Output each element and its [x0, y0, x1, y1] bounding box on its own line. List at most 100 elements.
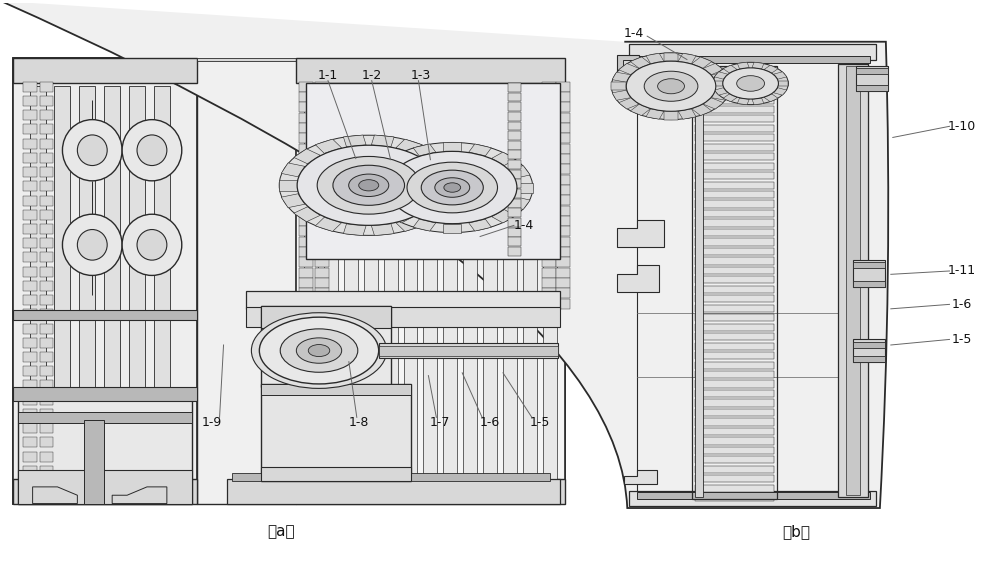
Bar [23, 309, 37, 319]
Bar [296, 478, 565, 504]
Bar [40, 196, 53, 206]
Polygon shape [619, 64, 639, 75]
Polygon shape [711, 90, 730, 100]
Bar [315, 299, 329, 309]
Bar [542, 226, 556, 237]
Bar [508, 179, 521, 188]
Polygon shape [433, 163, 456, 177]
Bar [299, 123, 313, 133]
Bar [508, 160, 521, 169]
Bar [695, 447, 774, 454]
Bar [23, 409, 37, 419]
Bar [344, 86, 358, 478]
Bar [299, 82, 313, 92]
Bar [508, 121, 521, 130]
Polygon shape [396, 217, 422, 232]
Text: 1-4: 1-4 [514, 219, 534, 232]
Bar [542, 133, 556, 143]
Bar [299, 185, 313, 195]
Ellipse shape [122, 214, 182, 275]
Bar [556, 299, 570, 309]
Bar [154, 86, 170, 478]
Bar [13, 387, 197, 401]
Polygon shape [509, 197, 530, 210]
Circle shape [279, 135, 458, 235]
Bar [695, 229, 774, 236]
Circle shape [737, 76, 765, 91]
Bar [23, 281, 37, 291]
Bar [838, 64, 868, 497]
Bar [695, 267, 774, 274]
Bar [542, 206, 556, 216]
Bar [13, 58, 197, 504]
Bar [556, 185, 570, 195]
Bar [40, 210, 53, 220]
Circle shape [372, 142, 533, 233]
Polygon shape [469, 144, 491, 156]
Polygon shape [617, 220, 664, 247]
Circle shape [259, 317, 379, 384]
Bar [40, 437, 53, 447]
Circle shape [359, 180, 379, 191]
Bar [856, 66, 888, 90]
Bar [40, 466, 53, 476]
Polygon shape [294, 207, 320, 222]
Bar [23, 224, 37, 234]
Bar [315, 102, 329, 112]
Polygon shape [752, 98, 764, 105]
Bar [856, 69, 888, 74]
Bar [40, 110, 53, 120]
Bar [508, 170, 521, 179]
Bar [40, 295, 53, 305]
Circle shape [296, 338, 342, 363]
Polygon shape [624, 470, 657, 484]
Polygon shape [711, 72, 730, 82]
Bar [384, 86, 398, 478]
Bar [23, 352, 37, 362]
Bar [556, 268, 570, 278]
Polygon shape [630, 57, 650, 68]
Bar [695, 219, 774, 226]
Polygon shape [281, 194, 305, 207]
Circle shape [280, 329, 358, 372]
Polygon shape [374, 197, 396, 210]
Bar [261, 384, 411, 481]
Bar [542, 175, 556, 185]
Bar [315, 123, 329, 133]
Bar [299, 206, 313, 216]
Polygon shape [714, 88, 728, 95]
Bar [542, 196, 556, 206]
Bar [627, 60, 657, 72]
Polygon shape [440, 180, 458, 191]
Bar [23, 139, 37, 149]
Polygon shape [294, 149, 320, 164]
Polygon shape [315, 139, 342, 153]
Polygon shape [692, 57, 712, 68]
Bar [13, 58, 565, 504]
Bar [853, 262, 885, 268]
Polygon shape [343, 224, 366, 235]
Polygon shape [112, 487, 167, 504]
Bar [856, 85, 888, 90]
Bar [556, 278, 570, 288]
Bar [846, 66, 860, 495]
Bar [695, 371, 774, 378]
Bar [23, 167, 37, 177]
Polygon shape [703, 64, 723, 75]
Bar [40, 409, 53, 419]
Bar [508, 93, 521, 102]
Bar [40, 153, 53, 163]
Bar [508, 189, 521, 198]
Bar [695, 87, 774, 94]
Circle shape [308, 345, 330, 356]
Bar [463, 86, 477, 478]
Polygon shape [612, 72, 631, 82]
Bar [695, 428, 774, 435]
Bar [556, 206, 570, 216]
Polygon shape [517, 183, 533, 193]
Bar [315, 247, 329, 257]
Bar [79, 86, 95, 478]
Bar [315, 206, 329, 216]
Bar [299, 175, 313, 185]
Polygon shape [389, 152, 413, 165]
